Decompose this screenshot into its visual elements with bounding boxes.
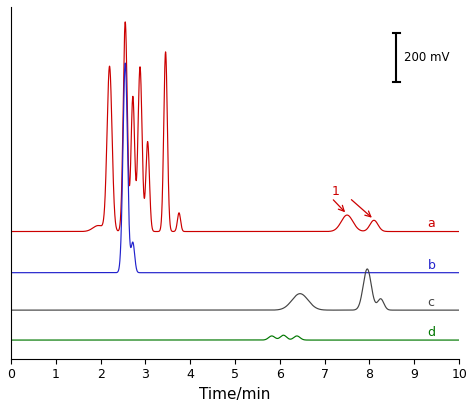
Text: b: b (428, 258, 436, 272)
Text: d: d (428, 326, 436, 339)
Text: a: a (428, 218, 436, 230)
Text: 1: 1 (332, 185, 340, 198)
Text: c: c (428, 296, 435, 309)
Text: 200 mV: 200 mV (404, 51, 450, 64)
X-axis label: Time/min: Time/min (200, 387, 271, 402)
